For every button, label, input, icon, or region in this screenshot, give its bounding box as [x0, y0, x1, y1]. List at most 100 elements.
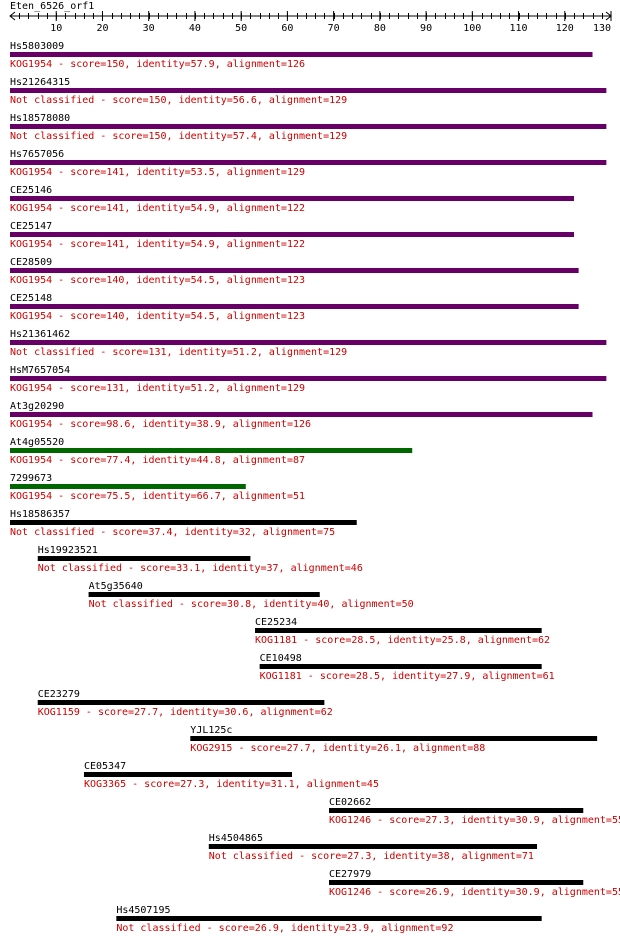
hit-name[interactable]: Hs18578080	[10, 113, 70, 124]
hit-bar[interactable]	[190, 736, 598, 741]
hit-info: KOG1954 - score=141, identity=53.5, alig…	[10, 167, 305, 178]
hit-row[interactable]: At3g20290 KOG1954 - score=98.6, identity=…	[10, 401, 593, 430]
hit-row[interactable]: CE25146 KOG1954 - score=141, identity=54.…	[10, 185, 575, 214]
hit-row[interactable]: CE10498 KOG1181 - score=28.5, identity=27…	[259, 653, 555, 682]
hit-name[interactable]: Hs18586357	[10, 509, 70, 520]
hit-name[interactable]: CE02662	[329, 797, 371, 808]
hit-name[interactable]: HsM7657054	[10, 365, 70, 376]
hit-row[interactable]: Hs21361462 Not classified - score=131, id…	[10, 329, 607, 358]
hit-bar[interactable]	[10, 196, 575, 201]
hit-name[interactable]: Hs4504865	[209, 833, 263, 844]
axis-tick-label: 70	[328, 23, 340, 34]
hit-row[interactable]: CE25148 KOG1954 - score=140, identity=54.…	[10, 293, 579, 322]
hit-name[interactable]: At3g20290	[10, 401, 64, 412]
hit-name[interactable]: Hs5803009	[10, 41, 64, 52]
hit-bar[interactable]	[10, 340, 607, 345]
hit-name[interactable]: CE27979	[329, 869, 371, 880]
hit-row[interactable]: Hs5803009 KOG1954 - score=150, identity=5…	[10, 41, 593, 70]
hit-row[interactable]: CE27979 KOG1246 - score=26.9, identity=30…	[328, 869, 620, 898]
hit-info: KOG1181 - score=28.5, identity=25.8, ali…	[255, 635, 550, 646]
hit-info: Not classified - score=37.4, identity=32…	[10, 527, 335, 538]
hit-row[interactable]: YJL125c KOG2915 - score=27.7, identity=26…	[190, 725, 598, 754]
hit-row[interactable]: CE25147 KOG1954 - score=141, identity=54.…	[10, 221, 575, 250]
hit-bar[interactable]	[10, 268, 579, 273]
hit-bar[interactable]	[10, 520, 357, 525]
hit-bar[interactable]	[255, 628, 542, 633]
hit-bar[interactable]	[10, 88, 607, 93]
hit-name[interactable]: CE10498	[260, 653, 302, 664]
hit-bar[interactable]	[328, 808, 584, 813]
query-title: Eten_6526_orf1	[10, 1, 94, 12]
hit-name[interactable]: CE25148	[10, 293, 52, 304]
hit-row[interactable]: Hs4507195 Not classified - score=26.9, id…	[116, 905, 542, 934]
hit-name[interactable]: Hs7657056	[10, 149, 64, 160]
hit-bar[interactable]	[88, 592, 320, 597]
axis-tick-label: 100	[463, 23, 481, 34]
hit-name[interactable]: Hs21264315	[10, 77, 70, 88]
axis-tick-label: 10	[50, 23, 62, 34]
hit-name[interactable]: CE05347	[84, 761, 126, 772]
hit-row[interactable]: Hs18586357 Not classified - score=37.4, i…	[10, 509, 357, 538]
hit-row[interactable]: CE05347 KOG3365 - score=27.3, identity=31…	[83, 761, 379, 790]
hit-info: Not classified - score=33.1, identity=37…	[38, 563, 363, 574]
hit-row[interactable]: CE23279 KOG1159 - score=27.7, identity=30…	[37, 689, 333, 718]
hit-info: KOG1954 - score=131, identity=51.2, alig…	[10, 383, 305, 394]
hit-name[interactable]: CE28509	[10, 257, 52, 268]
ruler-axis: 10 20 30 40 50 60 70 80 90 100 110 120 130	[9, 11, 612, 34]
hit-name[interactable]: 7299673	[10, 473, 52, 484]
hit-bar[interactable]	[10, 376, 607, 381]
hit-info: KOG1954 - score=140, identity=54.5, alig…	[10, 311, 305, 322]
hit-bar[interactable]	[10, 52, 593, 57]
hit-name[interactable]: CE25147	[10, 221, 52, 232]
hit-name[interactable]: CE25234	[255, 617, 297, 628]
hit-bar[interactable]	[10, 484, 246, 489]
hit-info: KOG1954 - score=140, identity=54.5, alig…	[10, 275, 305, 286]
hit-row[interactable]: Hs19923521 Not classified - score=33.1, i…	[37, 545, 363, 574]
hit-row[interactable]: Hs18578080 Not classified - score=150, id…	[10, 113, 607, 142]
hit-row[interactable]: Hs4504865 Not classified - score=27.3, id…	[208, 833, 538, 862]
hit-bar[interactable]	[10, 160, 607, 165]
hit-info: Not classified - score=26.9, identity=23…	[116, 923, 453, 934]
hit-info: KOG1181 - score=28.5, identity=27.9, ali…	[260, 671, 555, 682]
hit-name[interactable]: YJL125c	[190, 725, 232, 736]
hit-bar[interactable]	[328, 880, 584, 885]
hit-bar[interactable]	[10, 448, 413, 453]
hit-row[interactable]: HsM7657054 KOG1954 - score=131, identity=…	[10, 365, 607, 394]
axis-tick-label: 50	[235, 23, 247, 34]
hit-name[interactable]: At5g35640	[89, 581, 143, 592]
hit-bar[interactable]	[37, 556, 251, 561]
hit-row[interactable]: 7299673 KOG1954 - score=75.5, identity=66…	[10, 473, 305, 502]
hit-row[interactable]: Hs21264315 Not classified - score=150, id…	[10, 77, 607, 106]
hit-name[interactable]: CE25146	[10, 185, 52, 196]
hit-name[interactable]: Hs19923521	[38, 545, 98, 556]
hit-name[interactable]: Hs21361462	[10, 329, 70, 340]
hit-row[interactable]: CE25234 KOG1181 - score=28.5, identity=25…	[255, 617, 550, 646]
hit-row[interactable]: CE28509 KOG1954 - score=140, identity=54.…	[10, 257, 579, 286]
hit-row[interactable]: Hs7657056 KOG1954 - score=141, identity=5…	[10, 149, 607, 178]
axis-arrow-left	[9, 11, 16, 21]
hit-bar[interactable]	[37, 700, 325, 705]
hit-info: KOG1954 - score=141, identity=54.9, alig…	[10, 203, 305, 214]
hit-name[interactable]: Hs4507195	[116, 905, 170, 916]
hit-row[interactable]: At4g05520 KOG1954 - score=77.4, identity=…	[10, 437, 413, 466]
hit-name[interactable]: At4g05520	[10, 437, 64, 448]
hit-info: Not classified - score=30.8, identity=40…	[89, 599, 414, 610]
hit-bar[interactable]	[259, 664, 542, 669]
axis-tick-label: 20	[96, 23, 108, 34]
hit-bar[interactable]	[10, 304, 579, 309]
hit-info: KOG2915 - score=27.7, identity=26.1, ali…	[190, 743, 485, 754]
hit-row[interactable]: At5g35640 Not classified - score=30.8, id…	[88, 581, 414, 610]
hit-bar[interactable]	[208, 844, 538, 849]
hit-info: KOG1954 - score=75.5, identity=66.7, ali…	[10, 491, 305, 502]
hit-name[interactable]: CE23279	[38, 689, 80, 700]
hit-bar[interactable]	[10, 124, 607, 129]
hit-bar[interactable]	[116, 916, 542, 921]
hit-bar[interactable]	[83, 772, 293, 777]
axis-tick-label: 90	[420, 23, 432, 34]
axis-tick-label: 60	[281, 23, 293, 34]
hit-bar[interactable]	[10, 412, 593, 417]
hit-info: Not classified - score=150, identity=57.…	[10, 131, 347, 142]
hit-bar[interactable]	[10, 232, 575, 237]
hit-row[interactable]: CE02662 KOG1246 - score=27.3, identity=30…	[328, 797, 620, 826]
